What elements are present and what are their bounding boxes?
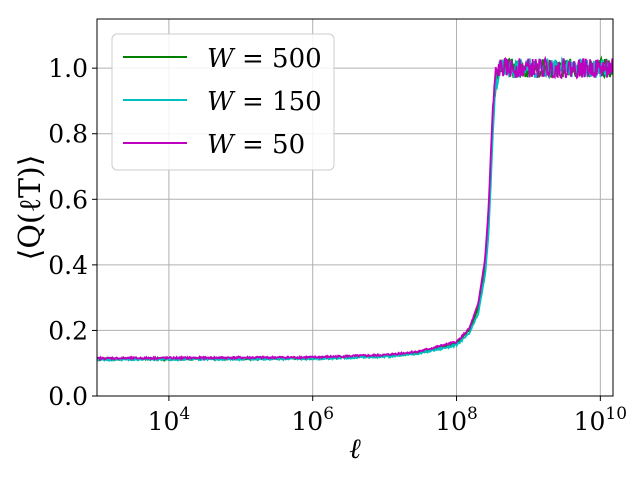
plot-area: [97, 55, 613, 363]
y-tick-label: 0.4: [48, 251, 88, 280]
y-tick-label: 0.2: [48, 316, 88, 345]
legend: W = 500 W = 150 W = 50: [111, 33, 335, 171]
y-tick-label: 0.0: [48, 382, 88, 411]
x-tick-label: 106: [291, 404, 334, 436]
x-axis-label: ℓ: [349, 432, 361, 465]
axes-frame: [96, 18, 614, 397]
legend-label: W = 500: [207, 44, 322, 74]
y-tick-label: 0.6: [48, 185, 88, 214]
y-axis-label: ⟨Q(ℓT)⟩: [13, 155, 48, 261]
y-tick-label: 1.0: [48, 54, 88, 83]
series-line: [97, 55, 613, 362]
axis-ticks: 104 106 108 1010 0.0 0.2 0.4 0.6 0.8 1.0: [48, 54, 627, 436]
legend-box: [111, 33, 335, 171]
legend-label: W = 150: [207, 87, 322, 117]
y-tick-label: 0.8: [48, 120, 88, 149]
x-tick-label: 1010: [574, 404, 627, 436]
legend-label: W = 50: [207, 130, 305, 160]
x-tick-label: 108: [435, 404, 478, 436]
x-tick-label: 104: [148, 404, 191, 436]
